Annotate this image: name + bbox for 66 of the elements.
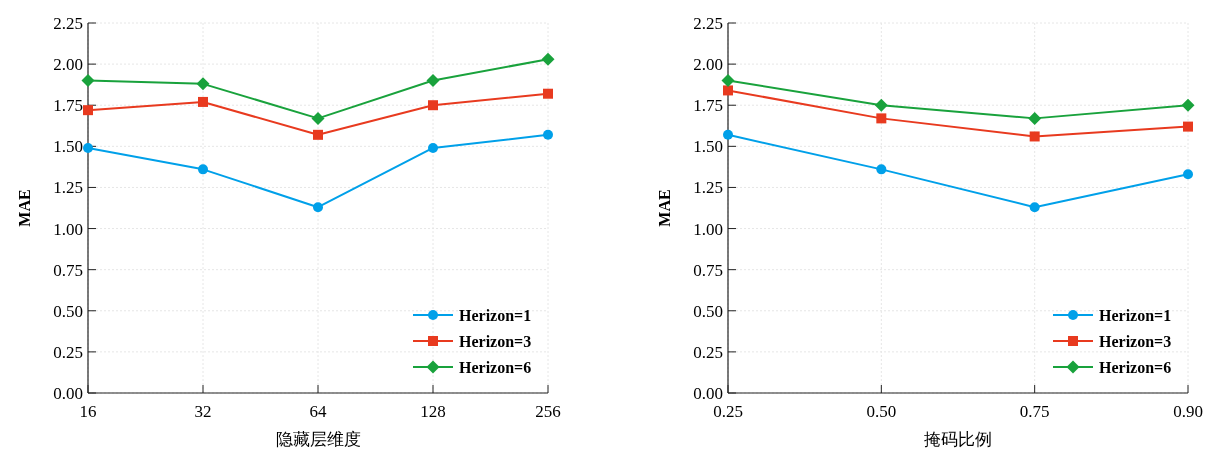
legend-label: Herizon=6	[459, 358, 532, 376]
y-tick-label: 2.25	[53, 13, 83, 33]
point	[313, 129, 323, 140]
x-axis-title: 隐藏层维度	[275, 430, 361, 449]
y-tick-label: 1.00	[693, 219, 723, 239]
y-tick-label: 1.00	[53, 219, 83, 239]
point	[723, 85, 733, 96]
y-tick-label: 1.25	[693, 178, 723, 198]
y-tick-label: 1.50	[693, 137, 723, 157]
x-tick-label: 128	[420, 402, 446, 421]
point	[196, 77, 210, 91]
y-axis-title: MAE	[16, 189, 33, 227]
legend-label: Herizon=3	[1099, 332, 1172, 350]
y-tick-label: 1.75	[693, 96, 723, 116]
x-tick-label: 32	[194, 402, 212, 421]
x-tick-label: 0.75	[1019, 402, 1050, 421]
x-tick-label: 16	[79, 402, 97, 421]
point	[876, 113, 887, 124]
legend-label: Herizon=3	[459, 332, 532, 350]
point	[311, 111, 325, 125]
x-tick-label: 0.50	[866, 402, 897, 421]
x-tick-label: 64	[309, 402, 327, 421]
point	[1181, 98, 1195, 112]
y-tick-label: 0.75	[53, 260, 83, 280]
point	[1028, 111, 1042, 125]
point	[721, 74, 735, 88]
y-axis-title: MAE	[656, 189, 673, 227]
point	[1029, 131, 1040, 142]
legend-label: Herizon=1	[459, 306, 532, 324]
x-tick-label: 0.25	[713, 402, 743, 421]
point	[198, 96, 208, 107]
x-axis-title: 掩码比例	[924, 430, 992, 449]
point	[428, 100, 438, 111]
y-tick-label: 1.75	[53, 96, 83, 116]
point	[543, 88, 553, 99]
point	[83, 105, 93, 116]
legend-label: Herizon=1	[1099, 306, 1172, 324]
point	[876, 164, 887, 175]
y-tick-label: 0.00	[53, 383, 83, 403]
y-tick-label: 0.50	[693, 301, 723, 321]
y-tick-label: 0.00	[693, 383, 723, 403]
y-tick-label: 0.50	[53, 301, 83, 321]
point	[541, 52, 555, 66]
y-tick-label: 0.25	[693, 342, 723, 362]
y-tick-label: 0.25	[53, 342, 83, 362]
point	[874, 98, 888, 112]
x-tick-label: 0.90	[1173, 402, 1203, 421]
point	[1183, 121, 1193, 132]
x-tick-label: 256	[535, 402, 561, 421]
point	[1029, 202, 1040, 213]
point	[81, 74, 95, 88]
point	[313, 202, 323, 213]
y-tick-label: 1.50	[53, 137, 83, 157]
y-tick-label: 2.00	[693, 55, 723, 75]
point	[543, 129, 553, 140]
y-tick-label: 2.25	[693, 13, 723, 33]
y-tick-label: 0.75	[693, 260, 723, 280]
point	[428, 142, 438, 153]
y-tick-label: 1.25	[53, 178, 83, 198]
point	[198, 164, 208, 175]
point	[723, 129, 733, 140]
legend-label: Herizon=6	[1099, 358, 1172, 376]
point	[426, 74, 440, 88]
y-tick-label: 2.00	[53, 55, 83, 75]
point	[1183, 169, 1193, 180]
point	[83, 142, 93, 153]
